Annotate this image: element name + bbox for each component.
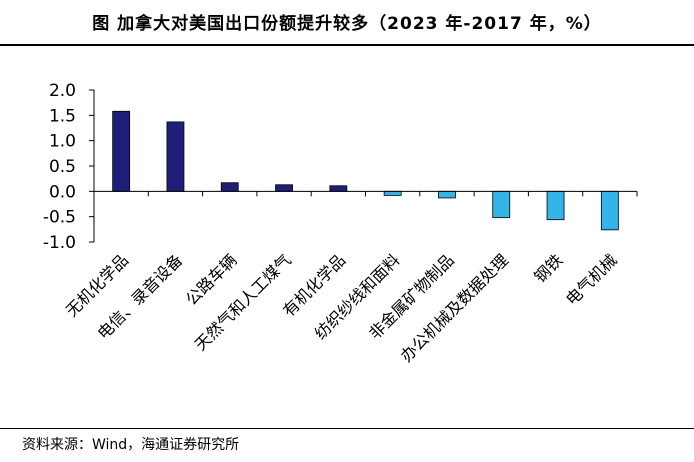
- y-tick-label: 1.5: [49, 106, 76, 126]
- bar-7: [492, 190, 511, 219]
- bars: [112, 110, 619, 231]
- category-label: 电气机械: [562, 250, 621, 309]
- bar-1: [166, 121, 185, 192]
- y-axis: 2.0 1.5 1.0 0.5 0.0 -0.5 -1.0: [43, 81, 95, 253]
- source-note: 资料来源：Wind，海通证券研究所: [22, 437, 240, 453]
- category-labels: 无机化学品电信、录音设备公路车辆天然气和人工煤气有机化学品纺织纱线和面料非金属矿…: [62, 250, 621, 365]
- y-tick-label: 0.0: [49, 182, 76, 202]
- category-label: 办公机械及数据处理: [397, 250, 512, 365]
- y-tick-label: 1.0: [49, 132, 76, 152]
- title-bar: 图 加拿大对美国出口份额提升较多（2023 年-2017 年，%）: [0, 0, 694, 46]
- bar-2: [220, 182, 239, 192]
- y-tick-label: 0.5: [49, 157, 76, 177]
- y-tick-label: -0.5: [43, 208, 76, 228]
- bar-3: [275, 184, 293, 192]
- bar-chart: 2.0 1.5 1.0 0.5 0.0 -0.5 -1.0 无机化学品电信、录音设备公路车辆…: [43, 81, 638, 366]
- bar-8: [546, 190, 565, 221]
- x-axis: [93, 190, 638, 197]
- y-tick-label: -1.0: [43, 233, 76, 253]
- y-tick-label: 2.0: [49, 81, 76, 101]
- footer-divider: [0, 428, 694, 429]
- category-label: 天然气和人工煤气: [191, 250, 295, 354]
- bar-9: [600, 190, 619, 231]
- bar-0: [112, 110, 131, 192]
- page-title: 图 加拿大对美国出口份额提升较多（2023 年-2017 年，%）: [92, 14, 602, 34]
- bar-6: [438, 190, 456, 199]
- bar-4: [329, 185, 348, 192]
- bar-5: [383, 190, 402, 196]
- category-label: 钢铁: [530, 250, 566, 286]
